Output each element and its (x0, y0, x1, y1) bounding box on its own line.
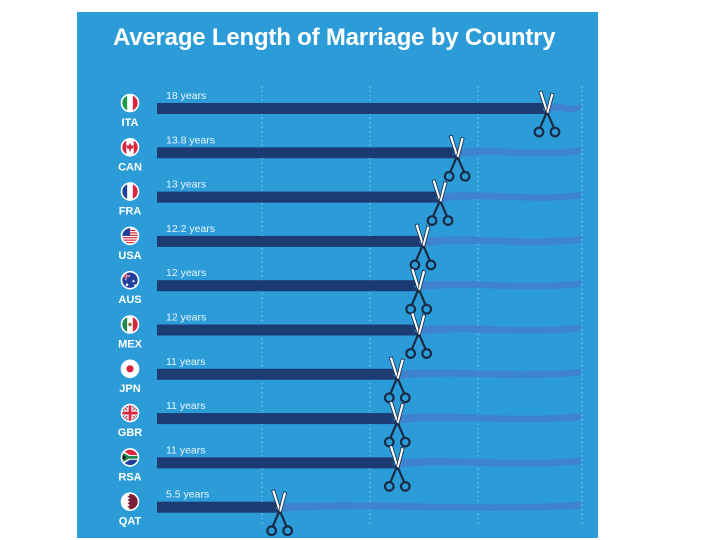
country-code-label: RSA (118, 471, 141, 483)
bar-row-rsa: RSA 11 years (118, 444, 582, 492)
bar (157, 501, 275, 513)
ribbon-remainder (441, 191, 582, 202)
country-code-label: CAN (118, 161, 142, 173)
country-code-label: JPN (119, 383, 140, 395)
ribbon-remainder (458, 147, 582, 158)
scissors-icon (426, 179, 454, 227)
bar (157, 457, 393, 469)
scissors-icon (443, 134, 471, 182)
country-code-label: MEX (118, 339, 143, 351)
value-label: 13.8 years (166, 134, 215, 146)
usa-flag-icon (120, 226, 140, 246)
bar (157, 235, 418, 247)
ribbon-remainder (280, 501, 582, 512)
ribbon-remainder (398, 413, 582, 424)
bar-row-gbr: GBR 11 years (118, 400, 582, 448)
bar-row-usa: USA 12.2 years (118, 223, 582, 271)
value-label: 13 years (166, 179, 206, 191)
bar (157, 324, 414, 336)
value-label: 18 years (166, 90, 206, 102)
bar-row-aus: AUS 12 years (118, 267, 582, 315)
japan-flag-icon (120, 359, 140, 379)
country-code-label: GBR (118, 427, 143, 439)
country-code-label: USA (118, 250, 141, 262)
value-label: 12 years (166, 312, 206, 324)
scissors-icon (266, 489, 294, 537)
scissors-icon (383, 356, 411, 404)
bar (157, 368, 393, 380)
australia-flag-icon (120, 270, 140, 290)
value-label: 11 years (166, 356, 206, 368)
ribbon-remainder (423, 235, 582, 246)
scissors-icon (383, 444, 411, 492)
bar-row-can: CAN 13.8 years (118, 134, 582, 182)
bar (157, 147, 453, 159)
canada-flag-icon (120, 138, 140, 157)
country-code-label: AUS (118, 294, 141, 306)
bar (157, 413, 393, 425)
italy-flag-icon (120, 93, 140, 113)
bar-row-fra: FRA 13 years (119, 179, 582, 227)
value-label: 5.5 years (166, 489, 209, 501)
ribbon-remainder (419, 324, 582, 335)
scissors-icon (383, 400, 411, 448)
chart-panel (77, 12, 598, 538)
uk-flag-icon (120, 403, 140, 423)
ribbon-remainder (398, 368, 582, 379)
value-label: 12 years (166, 267, 206, 279)
ribbon-remainder (419, 280, 582, 291)
value-label: 11 years (166, 444, 206, 456)
bar (157, 280, 414, 292)
bar-row-jpn: JPN 11 years (119, 356, 582, 404)
country-code-label: QAT (119, 516, 142, 528)
bar (157, 191, 436, 203)
country-code-label: FRA (119, 206, 142, 218)
bar-row-mex: MEX 12 years (118, 311, 582, 359)
value-label: 12.2 years (166, 223, 215, 235)
value-label: 11 years (166, 400, 206, 412)
scissors-icon (533, 90, 561, 138)
chart-title: Average Length of Marriage by Country (113, 24, 556, 51)
france-flag-icon (120, 182, 140, 201)
bar-row-qat: QAT 5.5 years (119, 489, 582, 537)
south-africa-flag-icon (120, 448, 140, 467)
ribbon-remainder (548, 103, 582, 113)
bar (157, 103, 542, 114)
scissors-icon (405, 311, 433, 359)
country-code-label: ITA (122, 117, 139, 129)
bar-row-ita: ITA 18 years (120, 90, 582, 138)
scissors-icon (409, 223, 437, 271)
mexico-flag-icon (120, 315, 140, 334)
ribbon-remainder (398, 457, 582, 468)
qatar-flag-icon (120, 492, 140, 512)
